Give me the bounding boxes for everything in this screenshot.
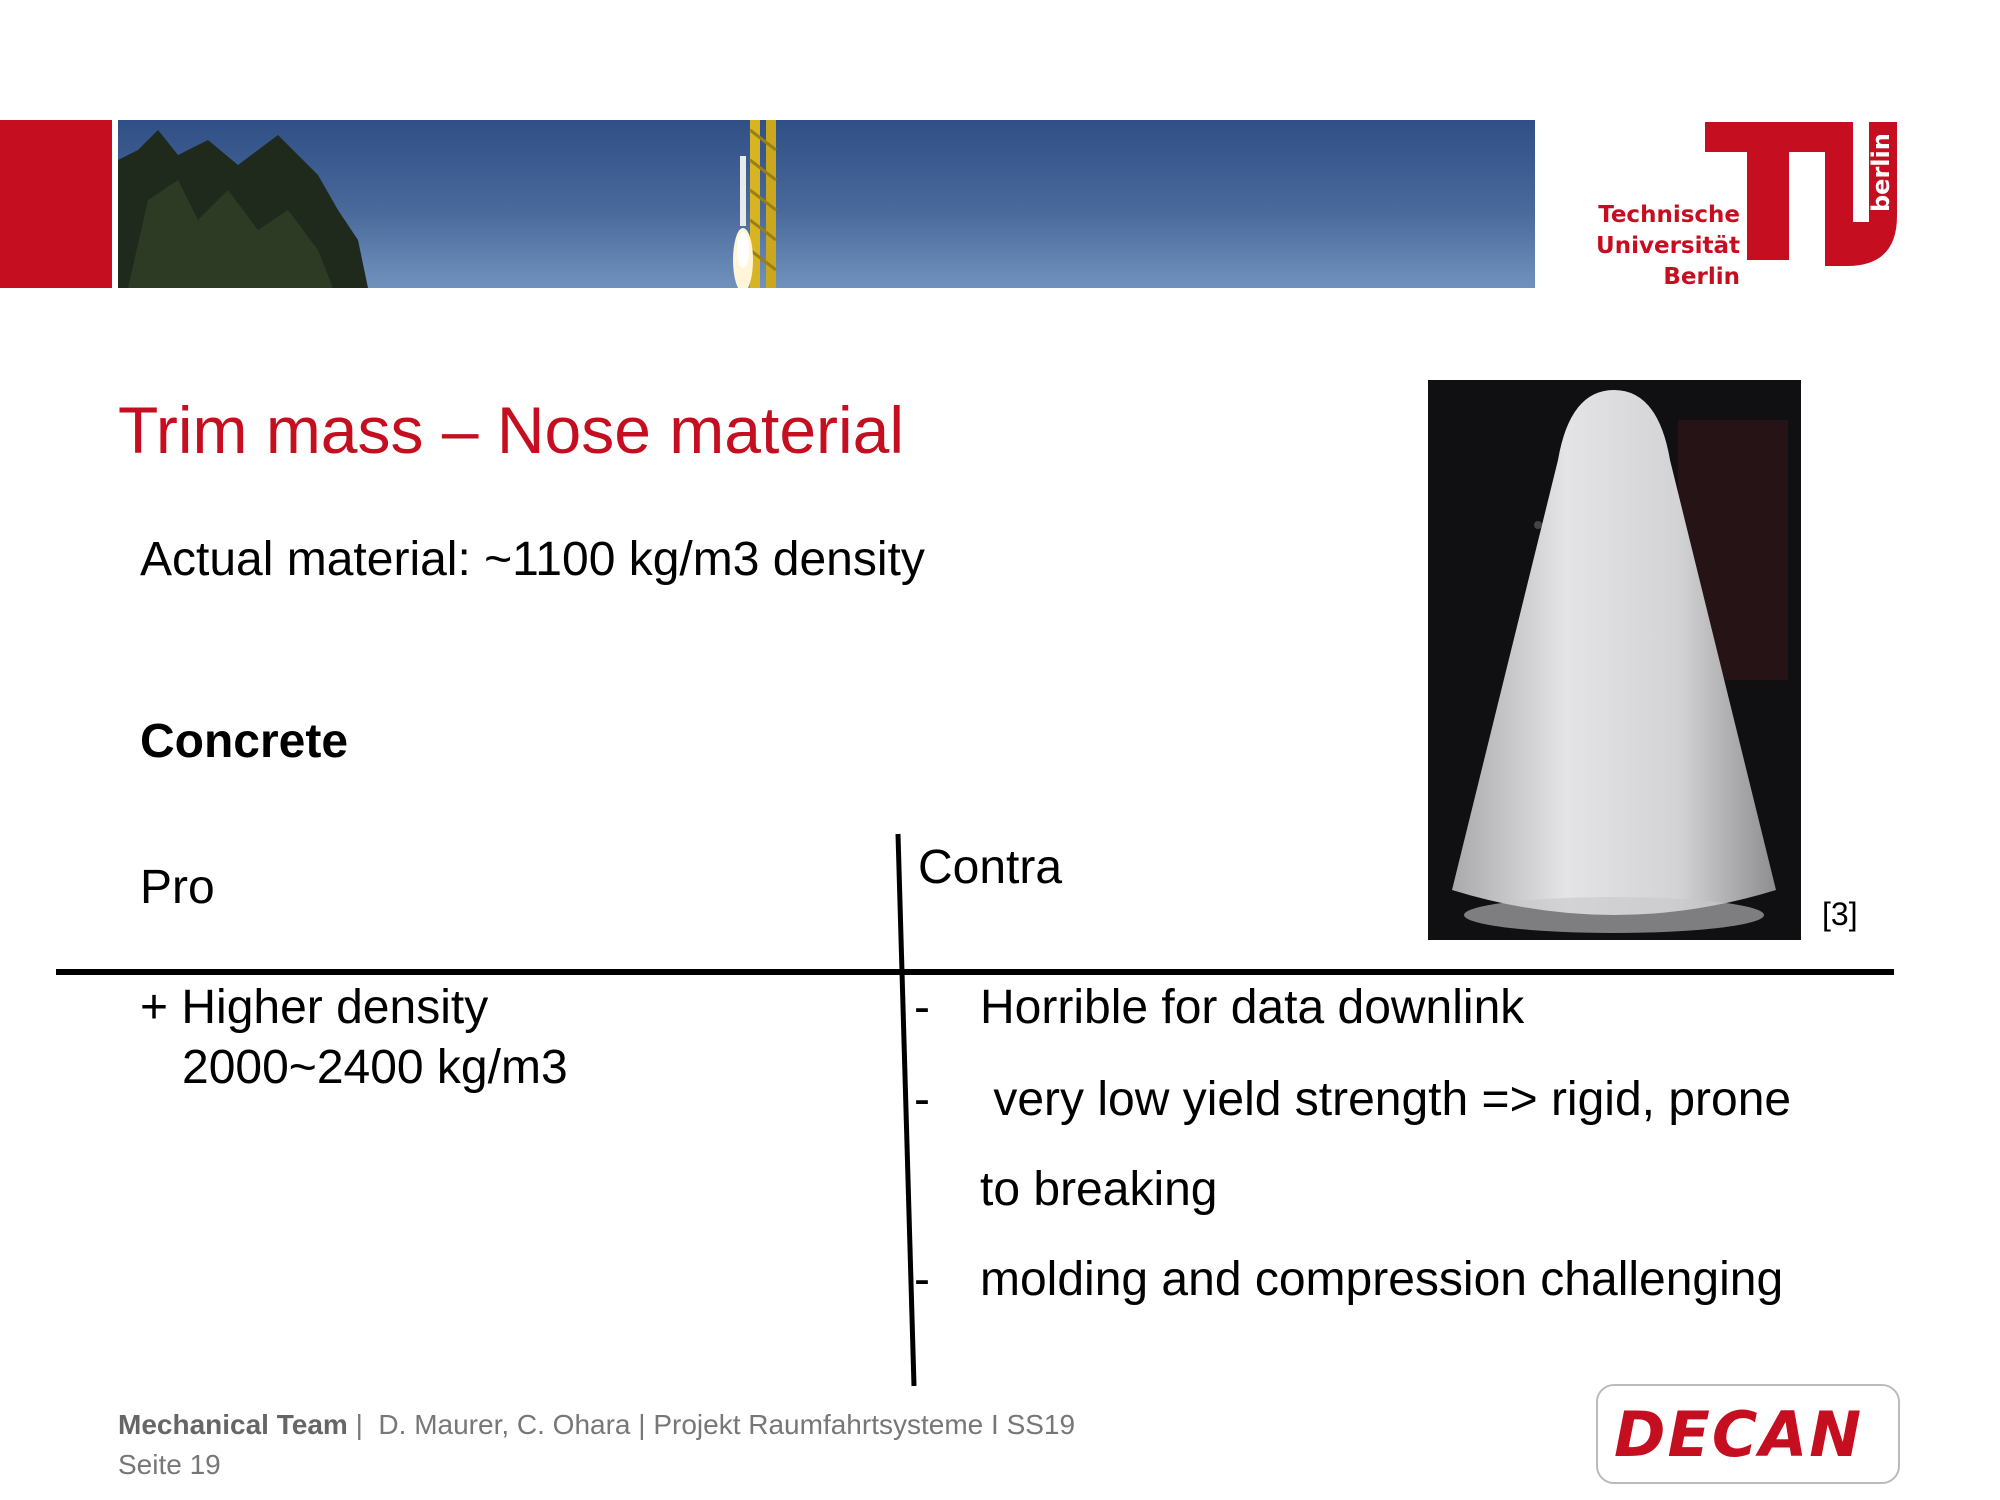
footer-team: Mechanical Team xyxy=(118,1409,348,1440)
tu-logo-text: Technische Universität Berlin xyxy=(1596,202,1740,290)
contra-text: very low yield strength => rigid, prone xyxy=(980,1073,1792,1126)
pro-column-header: Pro xyxy=(140,861,215,914)
tu-logo-mark-icon xyxy=(1705,122,1897,266)
pro-item-1: + Higher density xyxy=(140,978,488,1038)
decan-logo: DECAN xyxy=(1596,1384,1900,1484)
actual-material-text: Actual material: ~1100 kg/m3 density xyxy=(140,533,925,586)
pro-bullet: + xyxy=(140,981,169,1034)
section-heading-concrete: Concrete xyxy=(140,715,349,768)
concrete-nose-cone-photo xyxy=(1428,380,1801,940)
table-horizontal-divider xyxy=(56,969,1894,975)
header-red-block xyxy=(0,120,112,288)
tu-berlin-logo: Technische Universität Berlin berlin xyxy=(1585,116,1905,296)
slide-title: Trim mass – Nose material xyxy=(118,393,905,467)
contra-bullet: - xyxy=(914,1253,930,1306)
tu-logo-vertical-text: berlin xyxy=(1867,133,1895,212)
footer-authors: D. Maurer, C. Ohara | Projekt Raumfahrts… xyxy=(378,1409,1076,1440)
photo-reference: [3] xyxy=(1822,896,1858,932)
contra-text: molding and compression challenging xyxy=(980,1253,1784,1306)
footer-page-number: Seite 19 xyxy=(118,1449,221,1480)
contra-column-header: Contra xyxy=(918,841,1063,894)
footer-separator: | xyxy=(347,1409,379,1440)
footer-credits: Mechanical Team | D. Maurer, C. Ohara | … xyxy=(118,1408,1075,1442)
pro-text: Higher density xyxy=(181,981,489,1034)
contra-text: to breaking xyxy=(980,1163,1218,1216)
pro-item-1-continuation: 2000~2400 kg/m3 xyxy=(182,1041,568,1094)
contra-bullet: - xyxy=(914,981,930,1034)
banner-illustration xyxy=(118,120,777,288)
header-banner-rocket-launch-image xyxy=(118,120,1535,288)
contra-bullet: - xyxy=(914,1073,930,1126)
table-vertical-divider xyxy=(880,830,920,1390)
decan-logo-text: DECAN xyxy=(1614,1398,1864,1471)
contra-text: Horrible for data downlink xyxy=(980,981,1525,1034)
